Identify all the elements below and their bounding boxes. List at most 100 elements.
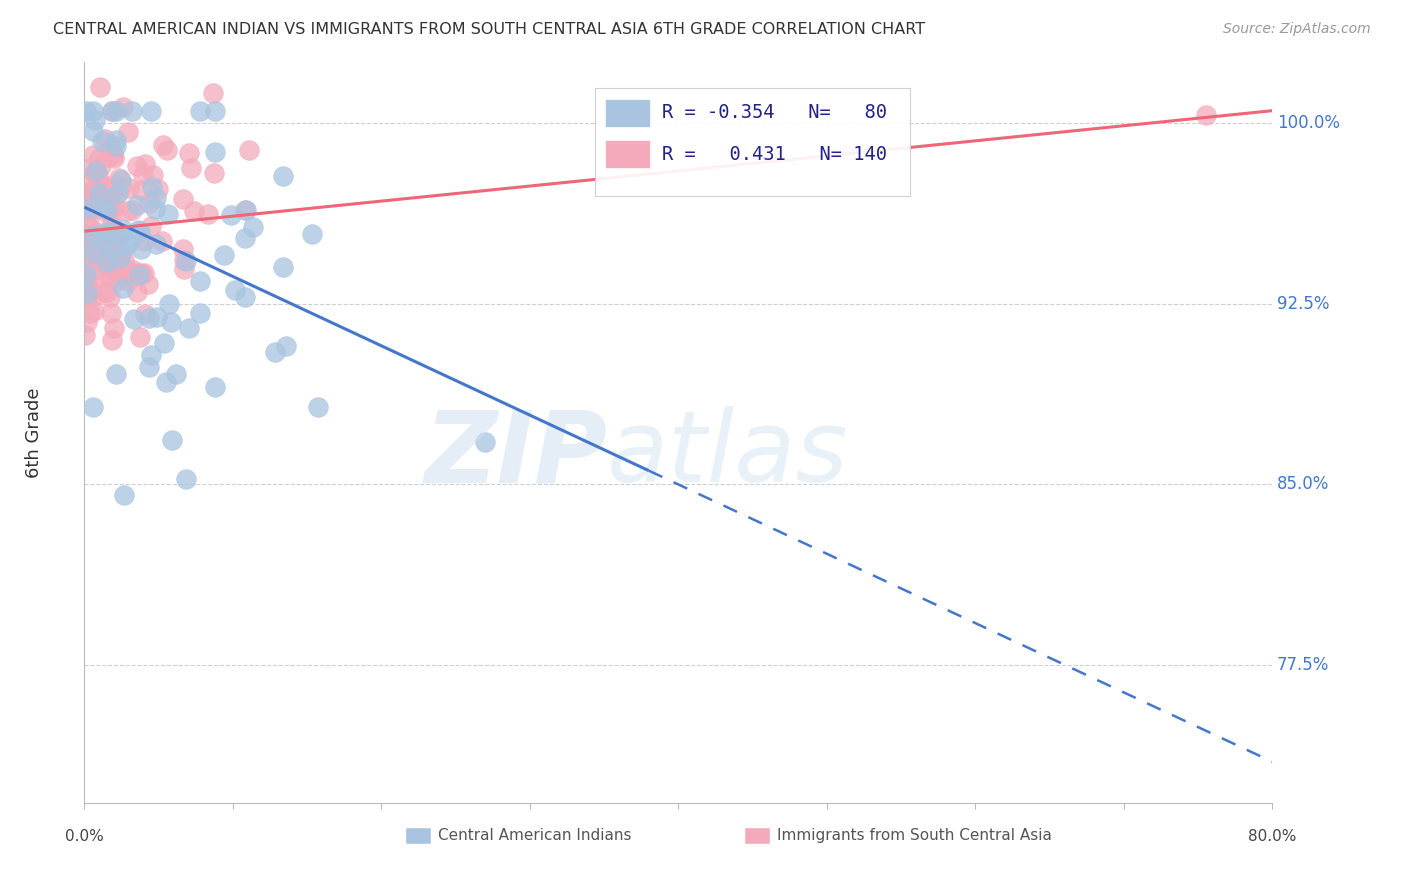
Text: R = -0.354   N=   80: R = -0.354 N= 80: [662, 103, 887, 122]
Point: [76, 273, 98, 287]
Point: [101, 103, 124, 118]
Point: [96, 255, 118, 269]
Point: [89, 229, 111, 244]
Point: [97, 150, 120, 164]
Point: [131, 243, 153, 257]
Point: [134, 307, 156, 321]
Text: 6th Grade: 6th Grade: [25, 387, 44, 478]
Point: [202, 166, 225, 180]
Point: [172, 242, 194, 256]
Point: [82, 235, 104, 250]
Point: [146, 310, 169, 324]
Point: [112, 263, 135, 277]
Point: [264, 345, 287, 359]
Point: [242, 219, 264, 234]
Text: 80.0%: 80.0%: [1249, 830, 1296, 845]
Point: [115, 203, 138, 218]
Point: [75, 238, 97, 252]
Point: [274, 339, 297, 353]
Point: [98, 260, 121, 275]
Point: [105, 178, 128, 193]
Point: [76, 201, 98, 215]
Point: [82, 248, 104, 262]
Point: [82, 231, 104, 245]
Point: [112, 252, 135, 267]
Point: [87, 152, 110, 166]
Point: [91, 226, 114, 240]
Point: [77, 175, 100, 189]
Point: [87, 186, 110, 200]
Point: [110, 178, 132, 193]
Point: [76, 292, 98, 306]
Point: [75, 252, 97, 266]
Point: [84, 163, 107, 178]
Point: [179, 321, 201, 335]
Point: [80, 194, 103, 208]
Text: 77.5%: 77.5%: [1277, 657, 1329, 674]
Point: [141, 348, 163, 362]
Point: [96, 178, 118, 193]
Point: [101, 218, 124, 232]
Point: [1194, 108, 1216, 122]
Point: [90, 232, 112, 246]
Point: [84, 112, 107, 127]
Point: [174, 473, 197, 487]
Point: [155, 375, 177, 389]
Point: [89, 249, 111, 263]
Point: [108, 259, 131, 273]
Point: [219, 208, 242, 222]
Point: [82, 223, 104, 237]
Point: [79, 161, 101, 175]
Point: [107, 186, 129, 201]
Point: [87, 194, 110, 208]
Point: [131, 168, 153, 182]
Point: [103, 149, 125, 163]
Point: [98, 186, 121, 200]
Point: [160, 315, 183, 329]
FancyBboxPatch shape: [595, 88, 910, 195]
Text: R =   0.431   N= 140: R = 0.431 N= 140: [662, 145, 887, 164]
Point: [145, 237, 167, 252]
Point: [83, 289, 105, 303]
Point: [155, 143, 177, 157]
Point: [112, 281, 135, 295]
Point: [80, 229, 103, 244]
Point: [75, 267, 97, 281]
Point: [89, 236, 111, 251]
Point: [136, 277, 159, 291]
Point: [101, 237, 124, 252]
Point: [98, 289, 121, 303]
Point: [83, 182, 105, 196]
Point: [76, 218, 98, 232]
Text: Central American Indians: Central American Indians: [439, 828, 631, 843]
Point: [173, 261, 195, 276]
Point: [301, 227, 323, 242]
Text: Source: ZipAtlas.com: Source: ZipAtlas.com: [1223, 22, 1371, 37]
Point: [101, 145, 124, 160]
Point: [125, 285, 148, 300]
Point: [117, 236, 139, 251]
Point: [150, 234, 173, 248]
Point: [474, 435, 496, 450]
Point: [180, 161, 202, 175]
Point: [79, 194, 101, 208]
Point: [118, 181, 141, 195]
Point: [105, 138, 128, 153]
Point: [129, 183, 152, 197]
Point: [104, 367, 127, 381]
Point: [127, 223, 149, 237]
Point: [101, 203, 124, 218]
Point: [79, 201, 101, 215]
Point: [188, 103, 211, 118]
Point: [235, 231, 257, 245]
Point: [152, 137, 174, 152]
Point: [90, 159, 112, 173]
Point: [76, 289, 98, 303]
Point: [82, 147, 104, 161]
Point: [138, 196, 160, 211]
Point: [96, 268, 118, 282]
Point: [122, 263, 145, 277]
Point: [125, 159, 148, 173]
Point: [82, 103, 104, 118]
Point: [188, 274, 211, 288]
